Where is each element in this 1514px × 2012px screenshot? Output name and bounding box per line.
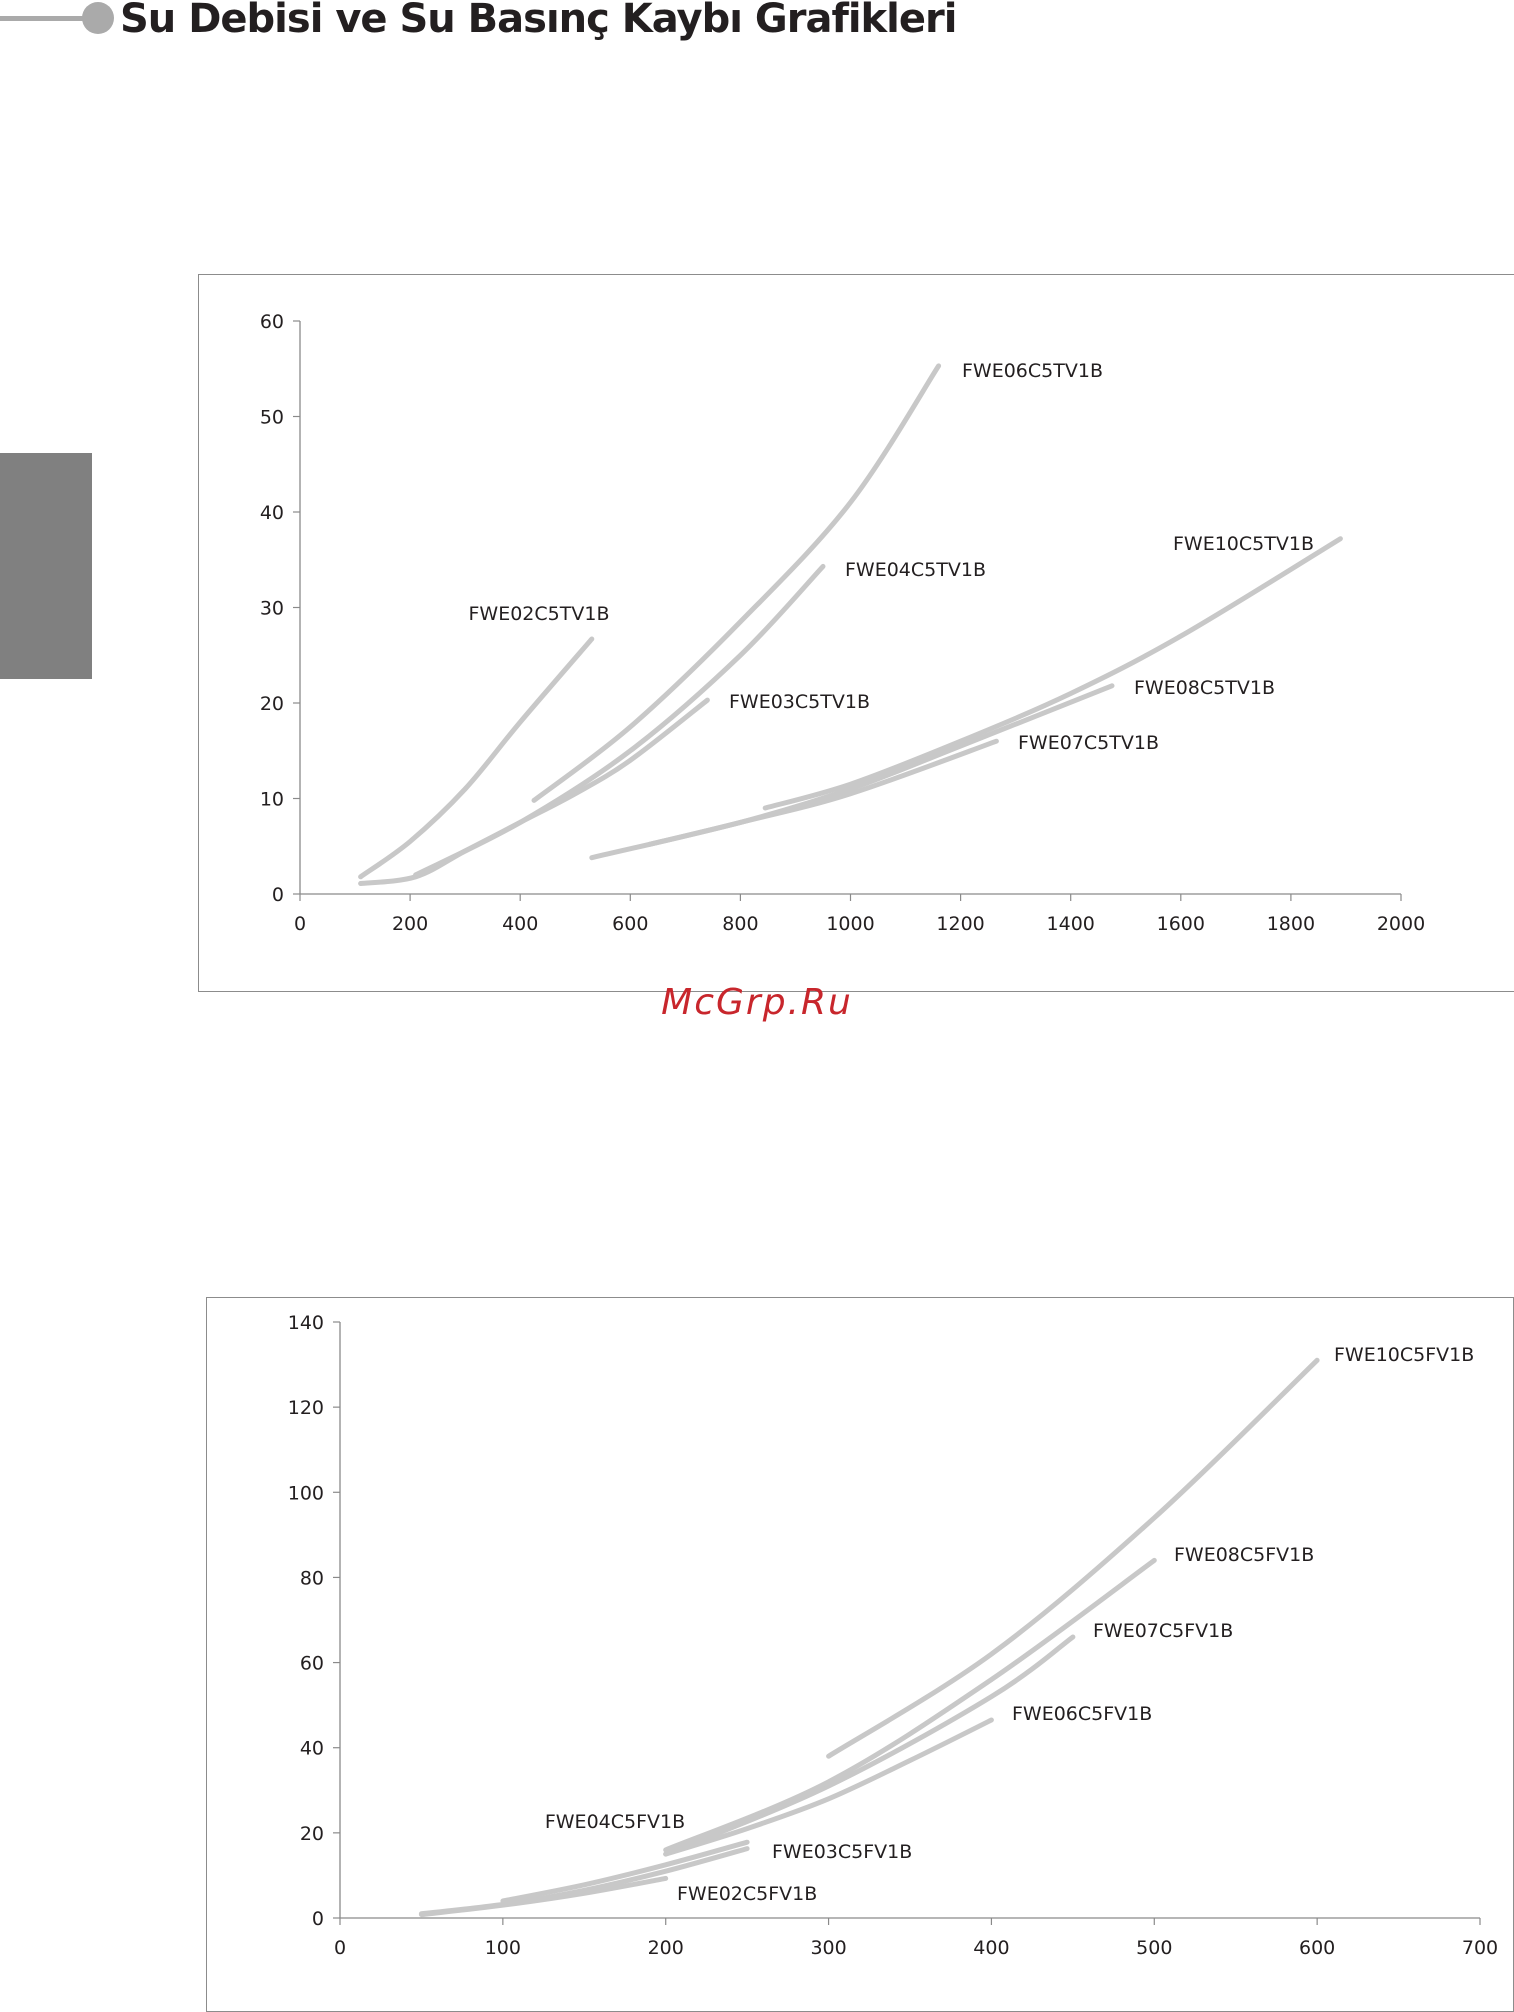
x-tick-label: 1200 bbox=[936, 913, 984, 935]
y-tick-label: 140 bbox=[288, 1312, 324, 1334]
series-label-fwe06c5tv1b: FWE06C5TV1B bbox=[962, 360, 1103, 382]
y-tick-label: 120 bbox=[288, 1397, 324, 1419]
page-title: Su Debisi ve Su Basınç Kaybı Grafikleri bbox=[120, 0, 957, 42]
x-tick-label: 800 bbox=[722, 913, 758, 935]
y-tick-label: 20 bbox=[260, 693, 284, 715]
series-label-fwe10c5fv1b: FWE10C5FV1B bbox=[1334, 1344, 1474, 1366]
y-tick-label: 10 bbox=[260, 789, 284, 811]
series-label-fwe07c5fv1b: FWE07C5FV1B bbox=[1093, 1620, 1233, 1642]
y-tick-label: 0 bbox=[312, 1908, 324, 1930]
series-label-fwe02c5tv1b: FWE02C5TV1B bbox=[469, 603, 610, 625]
x-tick-label: 200 bbox=[392, 913, 428, 935]
series-line-fwe10c5tv1b bbox=[762, 536, 1343, 811]
x-tick-label: 400 bbox=[502, 913, 538, 935]
chart-fv-models: 0 100 200 300 400 500 600 700 0 20 40 60 80 100 120 140… bbox=[288, 1312, 1498, 1959]
y-tick-label: 30 bbox=[260, 598, 284, 620]
series-line-fwe06c5tv1b bbox=[531, 363, 942, 803]
chart-frame-fv: 0 100 200 300 400 500 600 700 0 20 40 60 80 100 120 140… bbox=[206, 1297, 1514, 2012]
series-line-fwe08c5tv1b bbox=[589, 683, 1115, 861]
series-line-fwe04c5fv1b bbox=[500, 1839, 750, 1904]
x-tick-label: 0 bbox=[334, 1937, 346, 1959]
series-label-fwe07c5tv1b: FWE07C5TV1B bbox=[1018, 732, 1159, 754]
header-accent-dot bbox=[82, 2, 114, 34]
series-label-fwe03c5fv1b: FWE03C5FV1B bbox=[772, 1841, 912, 1863]
x-tick-label: 300 bbox=[810, 1937, 846, 1959]
y-tick-label: 60 bbox=[300, 1653, 324, 1675]
series-label-fwe04c5tv1b: FWE04C5TV1B bbox=[845, 559, 986, 581]
x-tick-label: 700 bbox=[1462, 1937, 1498, 1959]
series-label-fwe02c5fv1b: FWE02C5FV1B bbox=[677, 1883, 817, 1905]
x-tick-label: 200 bbox=[648, 1937, 684, 1959]
series-label-fwe10c5tv1b: FWE10C5TV1B bbox=[1173, 533, 1314, 555]
watermark: McGrp.Ru bbox=[661, 982, 853, 1023]
y-tick-label: 50 bbox=[260, 407, 284, 429]
series-line-fwe07c5fv1b bbox=[663, 1634, 1076, 1857]
x-tick-label: 1000 bbox=[826, 913, 874, 935]
x-tick-label: 600 bbox=[612, 913, 648, 935]
x-tick-label: 100 bbox=[485, 1937, 521, 1959]
side-tab-marker bbox=[0, 453, 92, 679]
x-tick-label: 1400 bbox=[1047, 913, 1095, 935]
x-tick-label: 500 bbox=[1136, 1937, 1172, 1959]
chart-frame-tv: 0 200 400 600 800 1000 1200 1400 1600 1800 2000 0 10… bbox=[198, 274, 1514, 992]
series-line-fwe03c5tv1b bbox=[358, 697, 710, 886]
series-line-fwe06c5fv1b bbox=[663, 1717, 994, 1857]
x-tick-label: 1600 bbox=[1157, 913, 1205, 935]
y-tick-label: 40 bbox=[260, 502, 284, 524]
series-label-fwe06c5fv1b: FWE06C5FV1B bbox=[1012, 1703, 1152, 1725]
y-tick-label: 60 bbox=[260, 311, 284, 333]
x-tick-label: 600 bbox=[1299, 1937, 1335, 1959]
y-tick-label: 80 bbox=[300, 1567, 324, 1589]
series-label-fwe08c5fv1b: FWE08C5FV1B bbox=[1174, 1544, 1314, 1566]
chart-tv-models: 0 200 400 600 800 1000 1200 1400 1600 1800 2000 0 10… bbox=[260, 311, 1425, 935]
series-label-fwe04c5fv1b: FWE04C5FV1B bbox=[545, 1811, 685, 1833]
series-label-fwe03c5tv1b: FWE03C5TV1B bbox=[729, 691, 870, 713]
x-tick-label: 1800 bbox=[1267, 913, 1315, 935]
y-tick-label: 20 bbox=[300, 1823, 324, 1845]
series-line-fwe08c5fv1b bbox=[663, 1557, 1157, 1853]
series-line-fwe10c5fv1b bbox=[826, 1357, 1320, 1759]
series-line-fwe03c5fv1b bbox=[418, 1846, 750, 1917]
x-tick-label: 2000 bbox=[1377, 913, 1425, 935]
header-accent-line bbox=[0, 16, 86, 21]
x-tick-label: 400 bbox=[973, 1937, 1009, 1959]
series-line-fwe02c5tv1b bbox=[358, 636, 595, 880]
series-line-fwe04c5tv1b bbox=[413, 563, 826, 878]
series-label-fwe08c5tv1b: FWE08C5TV1B bbox=[1134, 677, 1275, 699]
y-tick-label: 100 bbox=[288, 1482, 324, 1504]
x-tick-label: 0 bbox=[294, 913, 306, 935]
y-tick-label: 40 bbox=[300, 1738, 324, 1760]
y-tick-label: 0 bbox=[272, 884, 284, 906]
